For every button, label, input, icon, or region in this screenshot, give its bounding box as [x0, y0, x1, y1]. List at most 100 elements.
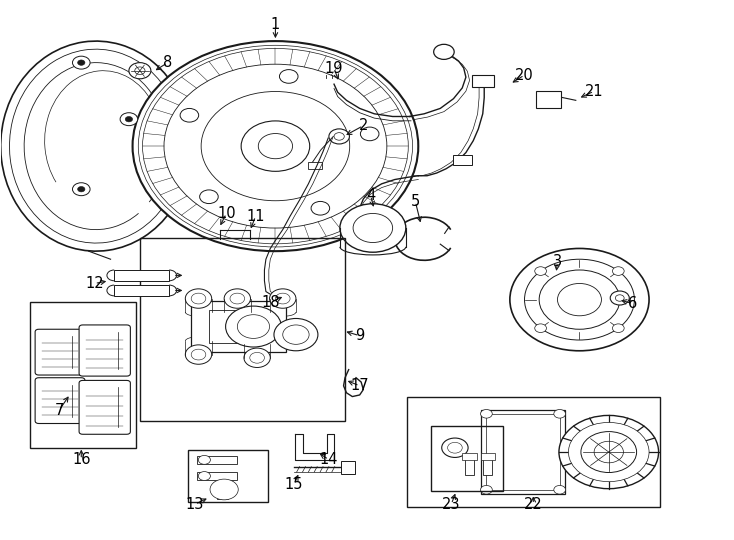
Bar	[308, 163, 321, 168]
Circle shape	[535, 267, 547, 275]
Text: 21: 21	[585, 84, 603, 99]
Circle shape	[329, 129, 349, 144]
Circle shape	[185, 289, 211, 308]
Bar	[536, 91, 561, 109]
Circle shape	[224, 289, 250, 308]
Text: 20: 20	[515, 68, 534, 83]
Circle shape	[200, 190, 218, 204]
Circle shape	[559, 415, 658, 489]
Circle shape	[434, 44, 454, 59]
Circle shape	[230, 293, 244, 304]
Text: 8: 8	[163, 55, 172, 70]
FancyBboxPatch shape	[35, 377, 85, 423]
Circle shape	[442, 438, 468, 457]
Text: 4: 4	[366, 188, 375, 203]
Circle shape	[280, 70, 298, 83]
Text: 10: 10	[217, 206, 236, 221]
Circle shape	[360, 127, 379, 141]
Text: 3: 3	[553, 254, 562, 269]
Bar	[462, 453, 477, 460]
Circle shape	[133, 41, 418, 251]
Text: 6: 6	[628, 296, 637, 311]
Circle shape	[558, 284, 601, 316]
Circle shape	[198, 471, 211, 481]
Circle shape	[510, 248, 649, 351]
Text: 7: 7	[54, 402, 64, 417]
Polygon shape	[295, 434, 334, 460]
Text: 9: 9	[355, 328, 364, 343]
FancyBboxPatch shape	[35, 329, 85, 375]
Circle shape	[225, 306, 281, 347]
Circle shape	[581, 431, 636, 472]
FancyBboxPatch shape	[79, 380, 131, 434]
Bar	[197, 472, 237, 480]
Bar	[454, 156, 472, 165]
Circle shape	[241, 121, 310, 171]
Circle shape	[594, 441, 623, 463]
Circle shape	[340, 204, 406, 252]
Circle shape	[448, 442, 462, 453]
Text: 22: 22	[524, 497, 542, 512]
Circle shape	[180, 109, 199, 122]
Text: 13: 13	[186, 497, 204, 512]
Circle shape	[269, 289, 296, 308]
Circle shape	[250, 353, 264, 363]
Bar	[407, 396, 660, 507]
Text: 15: 15	[285, 477, 303, 492]
Circle shape	[73, 183, 90, 195]
Bar	[341, 461, 355, 474]
Bar	[187, 450, 268, 502]
Bar	[209, 310, 268, 343]
Circle shape	[311, 201, 330, 215]
Bar	[487, 414, 560, 490]
Bar	[465, 456, 474, 475]
Circle shape	[568, 422, 649, 482]
Circle shape	[135, 67, 145, 75]
Bar	[191, 301, 286, 352]
Circle shape	[539, 270, 619, 329]
Bar	[431, 426, 503, 491]
Circle shape	[334, 133, 344, 140]
Circle shape	[481, 409, 493, 418]
Circle shape	[126, 117, 133, 122]
Circle shape	[481, 485, 493, 494]
Circle shape	[283, 325, 309, 345]
Bar	[115, 285, 170, 296]
Text: 14: 14	[319, 452, 338, 467]
Circle shape	[78, 60, 85, 65]
Text: 2: 2	[359, 118, 368, 133]
Bar	[197, 456, 237, 464]
Bar	[115, 270, 170, 281]
FancyBboxPatch shape	[79, 325, 131, 376]
Text: 16: 16	[72, 452, 90, 467]
Circle shape	[185, 345, 211, 364]
Text: 1: 1	[271, 17, 280, 32]
Text: 19: 19	[324, 60, 344, 76]
Text: 17: 17	[350, 379, 369, 393]
Bar	[30, 302, 137, 448]
Circle shape	[535, 324, 547, 333]
Circle shape	[612, 267, 624, 275]
Circle shape	[275, 293, 290, 304]
Text: 11: 11	[247, 208, 265, 224]
Bar	[217, 480, 228, 499]
Circle shape	[198, 455, 211, 464]
Circle shape	[554, 409, 565, 418]
Bar	[484, 456, 493, 475]
Text: 18: 18	[261, 295, 280, 310]
Circle shape	[210, 479, 239, 500]
Circle shape	[237, 315, 269, 339]
FancyBboxPatch shape	[321, 77, 346, 89]
Circle shape	[610, 291, 629, 305]
Circle shape	[129, 63, 151, 79]
Circle shape	[525, 259, 634, 340]
Circle shape	[615, 295, 624, 301]
Circle shape	[353, 213, 393, 242]
Text: 23: 23	[442, 497, 460, 512]
Circle shape	[274, 319, 318, 351]
Circle shape	[120, 113, 138, 126]
Circle shape	[258, 133, 293, 159]
Bar	[481, 410, 564, 494]
Circle shape	[244, 348, 270, 368]
Circle shape	[554, 485, 565, 494]
